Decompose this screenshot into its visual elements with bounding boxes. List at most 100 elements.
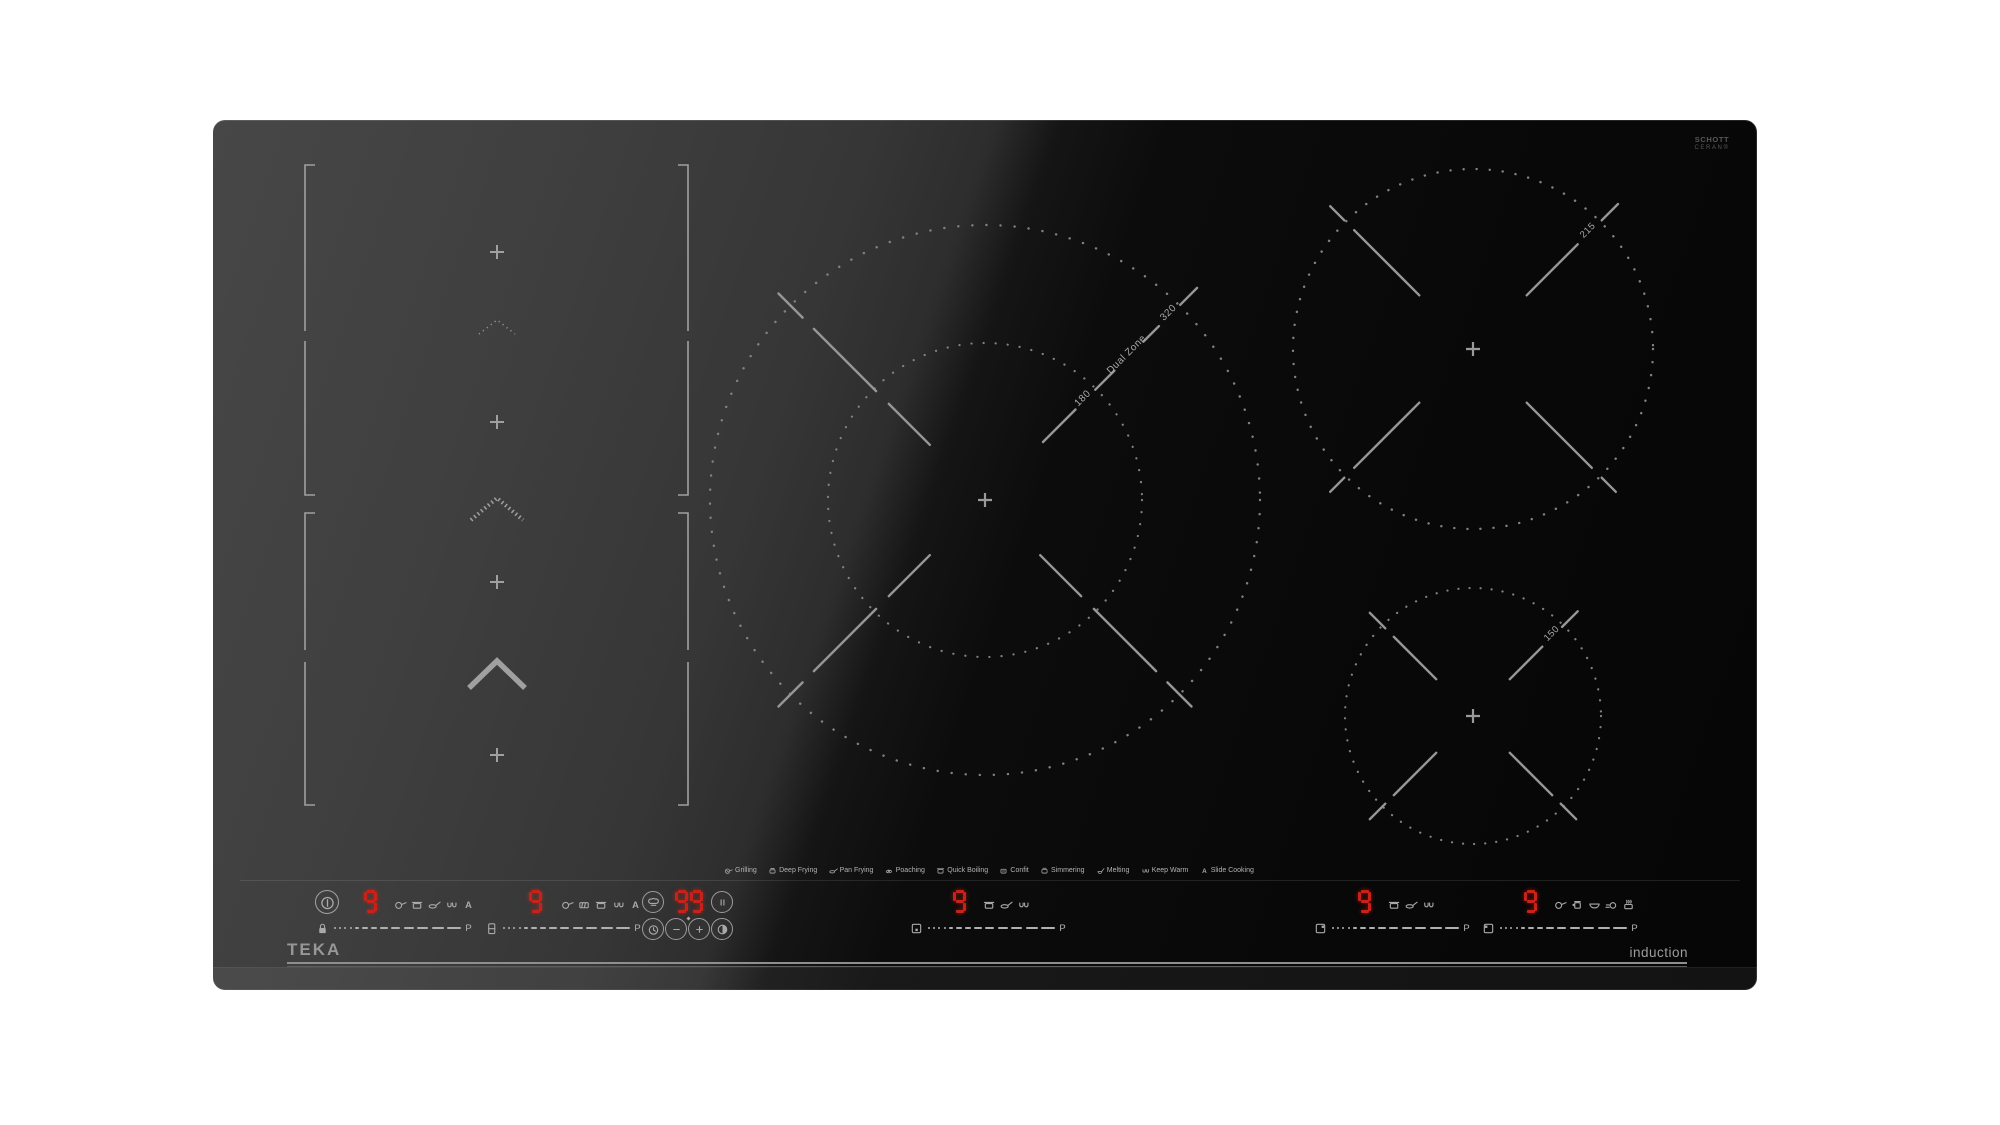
ladle-icon: [1097, 868, 1105, 874]
slider-step[interactable]: [380, 926, 389, 930]
slider-step[interactable]: [518, 926, 521, 930]
power-slider[interactable]: P: [316, 921, 472, 935]
slider-step[interactable]: [938, 926, 941, 930]
slider-step[interactable]: [1528, 926, 1534, 930]
zone-slider-row[interactable]: P: [1314, 921, 1470, 935]
simmer-pot-icon: [1041, 867, 1048, 874]
boost-label[interactable]: P: [1631, 922, 1638, 934]
slider-step[interactable]: [1557, 926, 1567, 930]
slider-step[interactable]: [503, 926, 505, 930]
plus-icon: [695, 925, 703, 933]
slider-step[interactable]: [447, 926, 462, 930]
slider-step[interactable]: [1368, 926, 1376, 930]
slider-step[interactable]: [362, 926, 368, 930]
slider-step[interactable]: [1510, 926, 1513, 930]
timer-button[interactable]: [642, 918, 664, 940]
slider-step[interactable]: [1041, 926, 1056, 930]
slider-step[interactable]: [1583, 926, 1595, 930]
pause-button[interactable]: [711, 891, 733, 913]
slider-step[interactable]: [417, 926, 429, 930]
minus-icon: [672, 928, 680, 930]
slider-step[interactable]: [1505, 926, 1508, 930]
zone-power-display: [1524, 890, 1537, 913]
functions-icon: [647, 897, 659, 906]
slider-step[interactable]: [508, 926, 511, 930]
slider-step[interactable]: [943, 926, 946, 930]
slider-step[interactable]: [616, 926, 631, 930]
slider-step[interactable]: [1401, 926, 1412, 930]
slider-step[interactable]: [334, 926, 336, 930]
slider-step[interactable]: [1360, 926, 1366, 930]
slider-step[interactable]: [1546, 926, 1555, 930]
slider-step[interactable]: [539, 926, 547, 930]
slider-step[interactable]: [339, 926, 342, 930]
slider-step[interactable]: [354, 926, 359, 930]
slider-step[interactable]: [600, 926, 614, 930]
slider-step[interactable]: [391, 926, 401, 930]
power-slider[interactable]: P: [1314, 921, 1470, 935]
slider-step[interactable]: [964, 926, 972, 930]
slider-step[interactable]: [403, 926, 414, 930]
boost-label[interactable]: P: [634, 922, 641, 934]
slider-step[interactable]: [997, 926, 1008, 930]
slider-step[interactable]: [1569, 926, 1580, 930]
zone-slider-row[interactable]: P: [316, 921, 472, 935]
power-slider[interactable]: P: [1482, 921, 1638, 935]
slider-step[interactable]: [1352, 926, 1357, 930]
power-button[interactable]: [315, 890, 339, 914]
slider-step[interactable]: [1415, 926, 1427, 930]
slider-step[interactable]: [1347, 926, 1350, 930]
slider-step[interactable]: [956, 926, 962, 930]
slider-step[interactable]: [1342, 926, 1345, 930]
slider-step[interactable]: [1389, 926, 1399, 930]
zone-slider-row[interactable]: P: [910, 921, 1066, 935]
boil-pot-icon: [937, 868, 945, 874]
slider-step[interactable]: [586, 926, 598, 930]
zone-slider-row[interactable]: P: [485, 921, 641, 935]
slider-step[interactable]: [948, 926, 953, 930]
brand-logo: TEKA: [287, 940, 342, 959]
slider-step[interactable]: [1445, 926, 1460, 930]
slider-step[interactable]: [1025, 926, 1039, 930]
slider-step[interactable]: [513, 926, 516, 930]
clean-lock-button[interactable]: [711, 918, 733, 940]
slider-step[interactable]: [349, 926, 352, 930]
slider-step[interactable]: [560, 926, 570, 930]
slider-step[interactable]: [1515, 926, 1518, 930]
deep-pot-icon: [769, 868, 776, 874]
slider-step[interactable]: [1613, 926, 1628, 930]
slider-step[interactable]: [370, 926, 378, 930]
slider-step[interactable]: [531, 926, 537, 930]
legend-label: Pan Frying: [839, 867, 874, 874]
boost-label[interactable]: P: [1059, 922, 1066, 934]
minus-button[interactable]: [665, 918, 687, 940]
boost-label[interactable]: P: [465, 922, 472, 934]
pan-icon: [1555, 901, 1567, 909]
slider-step[interactable]: [974, 926, 983, 930]
slider-step[interactable]: [1520, 926, 1525, 930]
plus-button[interactable]: [688, 918, 710, 940]
slider-step[interactable]: [1429, 926, 1443, 930]
functions-button[interactable]: [642, 891, 664, 913]
power-slider[interactable]: P: [910, 921, 1066, 935]
slider-step[interactable]: [928, 926, 930, 930]
slider-step[interactable]: [1536, 926, 1544, 930]
slider-step[interactable]: [1597, 926, 1611, 930]
slider-step[interactable]: [1378, 926, 1387, 930]
slider-step[interactable]: [1011, 926, 1023, 930]
slider-step[interactable]: [1337, 926, 1340, 930]
slider-step[interactable]: [1500, 926, 1502, 930]
slider-step[interactable]: [572, 926, 583, 930]
slider-step[interactable]: [985, 926, 995, 930]
slider-step[interactable]: [344, 926, 347, 930]
zone-slider-row[interactable]: P: [1482, 921, 1638, 935]
slider-step[interactable]: [523, 926, 528, 930]
slider-step[interactable]: [549, 926, 558, 930]
slider-step[interactable]: [431, 926, 445, 930]
power-slider[interactable]: P: [485, 921, 641, 935]
slide-icon: [1605, 901, 1617, 909]
boost-label[interactable]: P: [1463, 922, 1470, 934]
slider-step[interactable]: [933, 926, 936, 930]
induction-hob: 180 Dual Zone 320 215 150 Grilling Deep Fryin…: [213, 120, 1757, 990]
slider-step[interactable]: [1332, 926, 1334, 930]
